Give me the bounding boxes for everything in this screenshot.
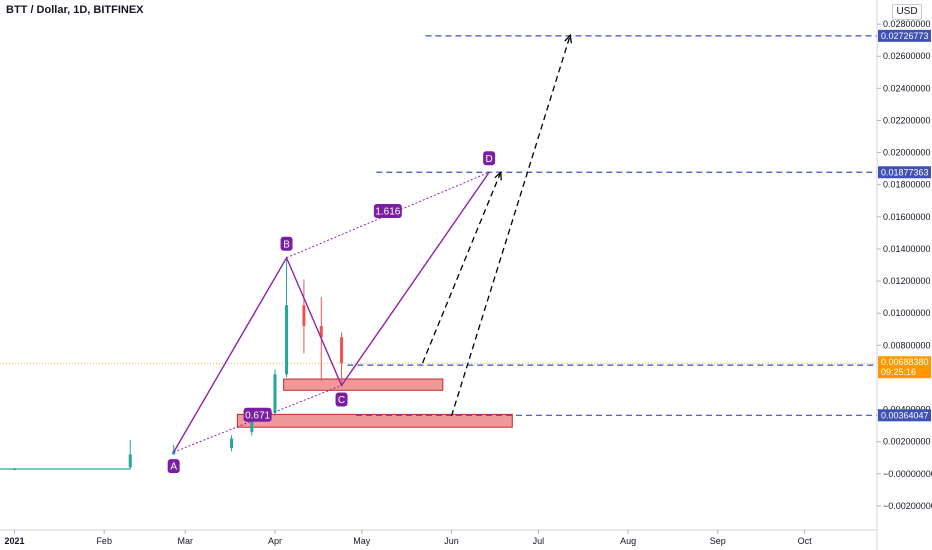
price-level-tag-label: 0.02726773 xyxy=(881,31,929,41)
y-tick-label: 0.02800000 xyxy=(883,19,931,29)
last-price-tag xyxy=(878,356,931,379)
point-label: C xyxy=(338,395,345,406)
candle-body xyxy=(230,438,234,449)
candle-body xyxy=(250,419,254,433)
candle-body xyxy=(319,326,323,338)
x-tick-label: Jun xyxy=(444,536,459,546)
point-label: B xyxy=(283,239,290,250)
y-tick-label: 0.00200000 xyxy=(883,437,931,447)
candle-body xyxy=(285,305,289,375)
y-tick-label: 0.02600000 xyxy=(883,51,931,61)
point-badge xyxy=(167,459,180,474)
y-tick-label: 0.01400000 xyxy=(883,244,931,254)
x-tick-label: 2021 xyxy=(4,536,24,546)
point-label: D xyxy=(486,154,493,165)
pattern-leg xyxy=(173,171,490,453)
y-tick-label: −0.00000000 xyxy=(883,469,932,479)
point-badge xyxy=(280,236,293,251)
price-level-tag xyxy=(878,166,931,179)
point-label: A xyxy=(170,462,177,473)
y-tick-label: 0.01000000 xyxy=(883,308,931,318)
projection-arrow xyxy=(450,35,571,417)
support-zones xyxy=(236,378,513,428)
candle-body xyxy=(172,451,176,455)
price-level-tag xyxy=(878,29,931,42)
support-zone xyxy=(236,413,513,428)
x-tick-label: Sep xyxy=(710,536,726,546)
y-tick-label: 0.01200000 xyxy=(883,276,931,286)
ratio-badge xyxy=(373,204,402,219)
price-level-tag-label: 0.01877363 xyxy=(881,167,929,177)
ratio-badge xyxy=(243,407,272,422)
last-price-label: 0.00688380 xyxy=(881,357,929,367)
y-tick-label: 0.02400000 xyxy=(883,83,931,93)
candle-body xyxy=(340,337,344,363)
candle-body xyxy=(302,305,306,327)
price-tags: 0.027267730.018773630.006764730.00364047… xyxy=(878,29,931,422)
x-tick-label: Feb xyxy=(96,536,112,546)
price-level-lines xyxy=(0,35,877,416)
candles xyxy=(0,258,344,470)
x-tick-label: Oct xyxy=(798,536,813,546)
support-zone xyxy=(283,378,444,391)
currency-button[interactable]: USD xyxy=(892,4,922,20)
x-tick-label: Mar xyxy=(177,536,193,546)
point-badge xyxy=(335,392,348,407)
y-tick-label: −0.00200000 xyxy=(883,501,932,511)
x-tick-label: Jul xyxy=(533,536,545,546)
projection-arrowhead xyxy=(494,170,502,181)
point-badge xyxy=(483,151,496,166)
x-tick-label: Aug xyxy=(620,536,636,546)
candle-body xyxy=(273,374,277,413)
y-tick-label: 0.02000000 xyxy=(883,148,931,158)
candle-body xyxy=(12,468,16,470)
price-level-tag-label: 0.00364047 xyxy=(881,410,929,420)
countdown-label: 09:25:16 xyxy=(881,367,916,377)
candle-body xyxy=(128,454,132,468)
x-tick-label: Apr xyxy=(268,536,282,546)
projection-arrow xyxy=(421,172,502,364)
y-tick-label: 0.01600000 xyxy=(883,212,931,222)
price-level-tag xyxy=(878,409,931,422)
projection-arrowhead xyxy=(564,33,573,44)
harmonic-pattern: 1.616 0.671 A B C D xyxy=(167,151,496,474)
symbol-title: BTT / Dollar, 1D, BITFINEX xyxy=(6,4,144,16)
x-tick-label: May xyxy=(353,536,371,546)
y-tick-label: 0.01800000 xyxy=(883,180,931,190)
y-tick-label: 0.02200000 xyxy=(883,115,931,125)
y-tick-label: 0.00800000 xyxy=(883,340,931,350)
ratio-label: 1.616 xyxy=(375,207,400,218)
ratio-label: 0.671 xyxy=(245,410,270,421)
projection-arrows xyxy=(421,33,573,417)
